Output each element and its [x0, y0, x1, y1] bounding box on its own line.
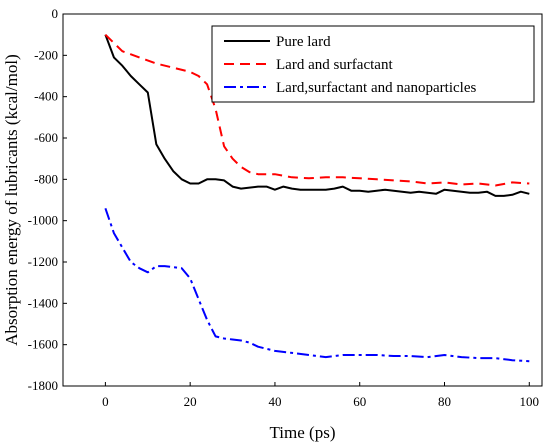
legend: Pure lard Lard and surfactant Lard,surfact…	[211, 25, 535, 103]
series-line-3	[104, 207, 530, 363]
legend-label-1: Pure lard	[276, 34, 331, 50]
y-tick-label: -1400	[28, 295, 58, 310]
legend-label-3: Lard,surfactant and nanoparticles	[276, 80, 476, 96]
y-axis-title: Absorption energy of lubricants (kcal/mo…	[2, 54, 21, 345]
y-tick-label: -800	[34, 171, 58, 186]
x-tick-label: 0	[102, 394, 109, 409]
x-axis: 0 20 40 60 80 100	[102, 382, 539, 409]
y-axis: 0 -200 -400 -600 -800 -1000 -1200 -1400 -1600 -18…	[28, 6, 67, 393]
y-tick-label: -200	[34, 47, 58, 62]
x-axis-title: Time (ps)	[270, 423, 336, 442]
legend-label-2: Lard and surfactant	[276, 57, 393, 73]
series-line-1	[104, 34, 530, 197]
y-tick-label: 0	[52, 6, 59, 21]
y-tick-label: -1200	[28, 254, 58, 269]
y-tick-label: -1800	[28, 378, 58, 393]
x-tick-label: 20	[184, 394, 197, 409]
plot-series-group	[104, 33, 530, 363]
x-tick-label: 60	[353, 394, 366, 409]
x-tick-label: 40	[268, 394, 281, 409]
y-tick-label: -400	[34, 89, 58, 104]
y-tick-label: -600	[34, 130, 58, 145]
y-tick-label: -1000	[28, 213, 58, 228]
y-tick-label: -1600	[28, 337, 58, 352]
plot-frame	[62, 13, 543, 387]
x-tick-label: 100	[520, 394, 540, 409]
x-tick-label: 80	[438, 394, 451, 409]
